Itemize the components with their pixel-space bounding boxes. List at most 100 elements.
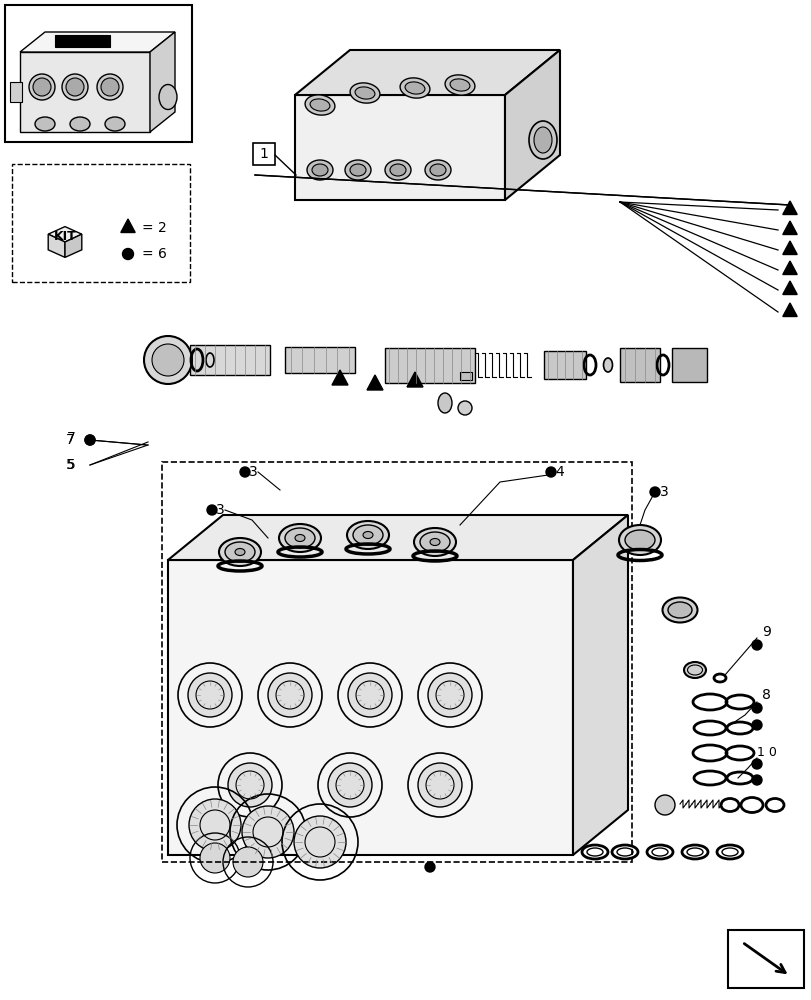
Circle shape	[242, 806, 294, 858]
Polygon shape	[782, 221, 796, 234]
Ellipse shape	[384, 160, 410, 180]
Polygon shape	[150, 32, 175, 132]
Text: 3: 3	[659, 485, 668, 499]
Polygon shape	[620, 348, 659, 382]
Text: =: =	[142, 221, 158, 235]
Ellipse shape	[310, 99, 329, 111]
Text: 7: 7	[67, 433, 75, 447]
Ellipse shape	[285, 528, 315, 548]
Polygon shape	[48, 234, 65, 257]
Text: 8: 8	[761, 688, 770, 702]
Ellipse shape	[363, 532, 372, 538]
Bar	[12, 164, 190, 282]
Circle shape	[33, 78, 51, 96]
Bar	[253, 143, 275, 165]
Ellipse shape	[159, 85, 177, 110]
Polygon shape	[285, 347, 354, 373]
Polygon shape	[406, 372, 423, 387]
Polygon shape	[782, 241, 796, 254]
Polygon shape	[20, 32, 175, 52]
Ellipse shape	[350, 164, 366, 176]
Circle shape	[751, 775, 761, 785]
Ellipse shape	[419, 532, 449, 552]
Text: 5: 5	[67, 458, 75, 472]
Text: 2: 2	[158, 221, 166, 235]
Polygon shape	[294, 50, 560, 95]
Circle shape	[29, 74, 55, 100]
Polygon shape	[367, 375, 383, 390]
Circle shape	[268, 673, 311, 717]
Ellipse shape	[618, 525, 660, 555]
Ellipse shape	[311, 164, 328, 176]
Polygon shape	[504, 50, 560, 200]
Bar	[10, 82, 22, 102]
Circle shape	[62, 74, 88, 100]
Circle shape	[85, 435, 95, 445]
Circle shape	[152, 344, 184, 376]
Circle shape	[348, 673, 392, 717]
Polygon shape	[543, 351, 586, 379]
Polygon shape	[168, 515, 627, 560]
Bar	[162, 462, 631, 862]
Circle shape	[228, 763, 272, 807]
Circle shape	[66, 78, 84, 96]
Circle shape	[85, 435, 95, 445]
Polygon shape	[573, 515, 627, 855]
Circle shape	[649, 487, 659, 497]
Circle shape	[101, 78, 119, 96]
Ellipse shape	[279, 524, 320, 552]
Ellipse shape	[35, 117, 55, 131]
Ellipse shape	[430, 164, 445, 176]
Polygon shape	[48, 227, 82, 242]
Ellipse shape	[350, 83, 380, 103]
Ellipse shape	[430, 538, 440, 546]
Text: 3: 3	[249, 465, 258, 479]
Polygon shape	[190, 345, 270, 375]
Ellipse shape	[400, 78, 429, 98]
Circle shape	[427, 673, 471, 717]
Polygon shape	[20, 52, 150, 132]
Circle shape	[122, 248, 133, 259]
Circle shape	[97, 74, 122, 100]
Bar	[5, 5, 191, 142]
Polygon shape	[294, 95, 504, 200]
Text: 6: 6	[158, 247, 167, 261]
Ellipse shape	[70, 117, 90, 131]
Text: KIT: KIT	[54, 231, 76, 243]
Ellipse shape	[424, 160, 450, 180]
Polygon shape	[384, 348, 474, 382]
Ellipse shape	[294, 534, 305, 542]
Circle shape	[418, 763, 461, 807]
Ellipse shape	[624, 530, 654, 550]
Polygon shape	[121, 219, 135, 232]
Circle shape	[545, 467, 556, 477]
Ellipse shape	[345, 160, 371, 180]
Polygon shape	[672, 348, 706, 382]
Ellipse shape	[305, 95, 334, 115]
Text: 9: 9	[761, 625, 770, 639]
Text: 4: 4	[554, 465, 563, 479]
Text: 7: 7	[67, 431, 76, 445]
Text: 5: 5	[67, 458, 76, 472]
Bar	[460, 372, 471, 380]
Circle shape	[294, 816, 345, 868]
Circle shape	[188, 673, 232, 717]
Circle shape	[751, 720, 761, 730]
Ellipse shape	[105, 117, 125, 131]
Ellipse shape	[444, 75, 474, 95]
Polygon shape	[168, 560, 573, 855]
Circle shape	[328, 763, 371, 807]
Polygon shape	[332, 370, 348, 385]
Text: 3: 3	[216, 503, 225, 517]
Ellipse shape	[414, 528, 456, 556]
Ellipse shape	[225, 542, 255, 562]
Polygon shape	[65, 234, 82, 257]
Bar	[727, 930, 803, 988]
Text: =: =	[142, 247, 158, 261]
Circle shape	[751, 703, 761, 713]
Ellipse shape	[405, 82, 424, 94]
Circle shape	[233, 847, 263, 877]
Ellipse shape	[234, 548, 245, 556]
Ellipse shape	[662, 597, 697, 622]
Ellipse shape	[534, 127, 551, 153]
